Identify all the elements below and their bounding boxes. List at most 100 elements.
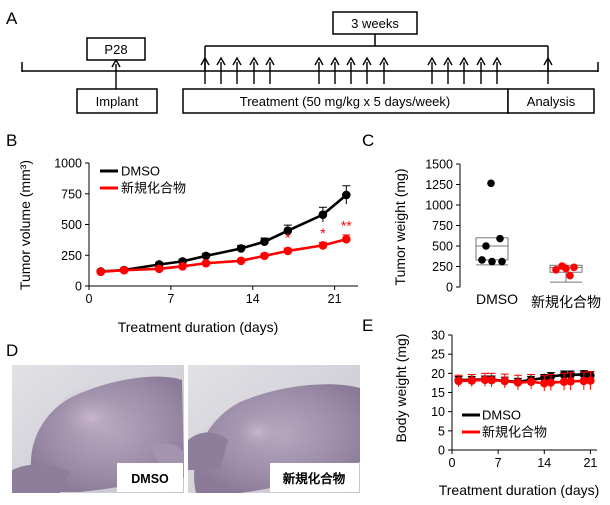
b-s0-point-4 bbox=[201, 251, 211, 261]
panel-e: E 0 5 10 15 20 25 30 0 7 14 21 Treatment duration … bbox=[362, 316, 599, 498]
panel-c-ylabel: Tumor weight (mg) bbox=[392, 169, 408, 286]
c-point-0-3 bbox=[478, 256, 486, 264]
panel-b-series: * * ** bbox=[96, 185, 352, 277]
e-xtick-label-1: 7 bbox=[495, 456, 502, 470]
panel-b-legend: DMSO 新規化合物 bbox=[100, 164, 186, 196]
e-xtick-label-0: 0 bbox=[449, 456, 456, 470]
e-ytick-label-5: 25 bbox=[431, 348, 445, 362]
c-ytick-label-0: 0 bbox=[446, 281, 453, 295]
e-ytick-label-4: 20 bbox=[431, 367, 445, 381]
e-s1-point-7 bbox=[540, 379, 549, 388]
b-s0-point-9 bbox=[342, 190, 351, 200]
e-s1-point-9 bbox=[559, 377, 569, 386]
panel-c: C 0 250 500 750 1000 1250 1500 Tumor weight (m… bbox=[362, 131, 601, 310]
timeline-arrow-head-0 bbox=[111, 58, 121, 68]
panel-d: D DMSO 新規化合物 bbox=[6, 341, 360, 493]
e-s1-point-6 bbox=[526, 377, 536, 386]
c-ytick-label-5: 1250 bbox=[425, 178, 453, 192]
b-s1-point-8 bbox=[318, 241, 328, 250]
e-ytick-label-6: 30 bbox=[431, 329, 445, 343]
panel-c-boxes bbox=[475, 179, 583, 283]
panel-c-axes: 0 250 500 750 1000 1250 1500 bbox=[425, 158, 461, 295]
c-point-1-2 bbox=[562, 264, 570, 273]
p28-label: P28 bbox=[104, 42, 127, 57]
b-s1-point-5 bbox=[236, 256, 246, 266]
c-point-0-5 bbox=[498, 257, 506, 266]
timeline-arrow-head-11 bbox=[427, 56, 437, 66]
timeline-arrow-head-7 bbox=[330, 56, 340, 66]
photo-dmso-tag: DMSO bbox=[131, 472, 169, 486]
timeline-arrow-head-16 bbox=[543, 56, 553, 66]
panel-b-ylabel: Tumor volume (mm³) bbox=[17, 160, 33, 290]
panel-e-legend: DMSO 新規化合物 bbox=[462, 408, 547, 440]
c-ytick-label-1: 250 bbox=[432, 260, 453, 274]
e-ytick-label-0: 0 bbox=[438, 444, 445, 458]
e-s1-point-12 bbox=[586, 376, 595, 385]
c-point-0-4 bbox=[488, 257, 496, 266]
b-s0-point-6 bbox=[260, 237, 269, 247]
b-s1-point-7 bbox=[283, 246, 293, 256]
b-significance-0: * bbox=[285, 229, 291, 245]
panel-c-letter: C bbox=[362, 131, 374, 150]
c-ytick-label-3: 750 bbox=[432, 219, 453, 233]
e-legend-label-dmso: DMSO bbox=[482, 408, 521, 423]
b-s1-point-0 bbox=[96, 267, 105, 277]
timeline-arrow-head-3 bbox=[232, 56, 242, 66]
e-s1-point-0 bbox=[454, 376, 463, 386]
timeline-arrow-head-2 bbox=[216, 56, 226, 66]
b-xtick-label-2: 14 bbox=[246, 292, 260, 306]
b-xtick-label-1: 7 bbox=[167, 292, 174, 306]
b-s1-point-4 bbox=[201, 258, 211, 268]
c-point-0-1 bbox=[496, 234, 504, 243]
timeline-arrows bbox=[111, 56, 553, 89]
analysis-box bbox=[507, 88, 595, 114]
b-ytick-label-0: 0 bbox=[75, 280, 82, 294]
b-ytick-label-3: 750 bbox=[61, 187, 82, 201]
c-point-1-1 bbox=[570, 263, 578, 272]
e-s1-point-3 bbox=[487, 376, 496, 385]
panel-e-letter: E bbox=[362, 316, 373, 335]
treatment-label: Treatment (50 mg/kg x 5 days/week) bbox=[240, 94, 451, 109]
e-s1-point-8 bbox=[546, 378, 556, 387]
e-s1-point-4 bbox=[500, 376, 509, 386]
implant-box bbox=[76, 88, 158, 114]
panel-a-letter: A bbox=[6, 9, 18, 28]
b-s1-point-2 bbox=[154, 264, 164, 274]
legend-label-compound: 新規化合物 bbox=[121, 181, 186, 196]
panel-e-ylabel: Body weight (mg) bbox=[393, 334, 409, 443]
implant-label: Implant bbox=[96, 94, 139, 109]
timeline-arrow-head-9 bbox=[362, 56, 372, 66]
photo-compound-tag: 新規化合物 bbox=[283, 471, 346, 486]
panel-c-category-compound: 新規化合物 bbox=[531, 294, 601, 310]
e-xtick-label-3: 21 bbox=[583, 456, 597, 470]
panel-b-letter: B bbox=[6, 131, 17, 150]
timeline-arrow-head-8 bbox=[346, 56, 356, 66]
photo-compound-tag-bg bbox=[270, 463, 359, 492]
panel-e-series bbox=[454, 370, 595, 391]
c-point-1-4 bbox=[566, 271, 574, 280]
c-point-0-2 bbox=[482, 242, 490, 250]
b-s1-point-6 bbox=[260, 251, 269, 261]
panel-a: A P28 3 weeks Implant Treatment (50 mg/k… bbox=[6, 9, 599, 114]
photo-dmso-tag-bg bbox=[117, 463, 183, 492]
e-s1-point-5 bbox=[513, 378, 523, 387]
b-s0-point-7 bbox=[283, 226, 293, 235]
timeline-arrow-head-15 bbox=[492, 56, 502, 66]
b-ytick-label-2: 500 bbox=[61, 218, 82, 232]
timeline-arrow-head-5 bbox=[265, 56, 275, 66]
panel-b-axes: 0 250 500 750 1000 0 7 14 21 bbox=[54, 157, 358, 306]
e-xtick-label-2: 14 bbox=[537, 456, 551, 470]
legend-label-dmso: DMSO bbox=[121, 164, 160, 179]
c-point-1-3 bbox=[552, 265, 560, 274]
e-ytick-label-1: 5 bbox=[438, 424, 445, 438]
b-s1-point-1 bbox=[119, 265, 129, 275]
b-s1-point-3 bbox=[178, 262, 187, 271]
panel-c-category-dmso: DMSO bbox=[476, 291, 518, 307]
e-s1-point-2 bbox=[480, 375, 490, 385]
panel-d-letter: D bbox=[6, 341, 18, 360]
e-s1-point-11 bbox=[579, 376, 589, 386]
b-s0-point-8 bbox=[318, 210, 328, 219]
c-point-0-0 bbox=[487, 179, 495, 188]
